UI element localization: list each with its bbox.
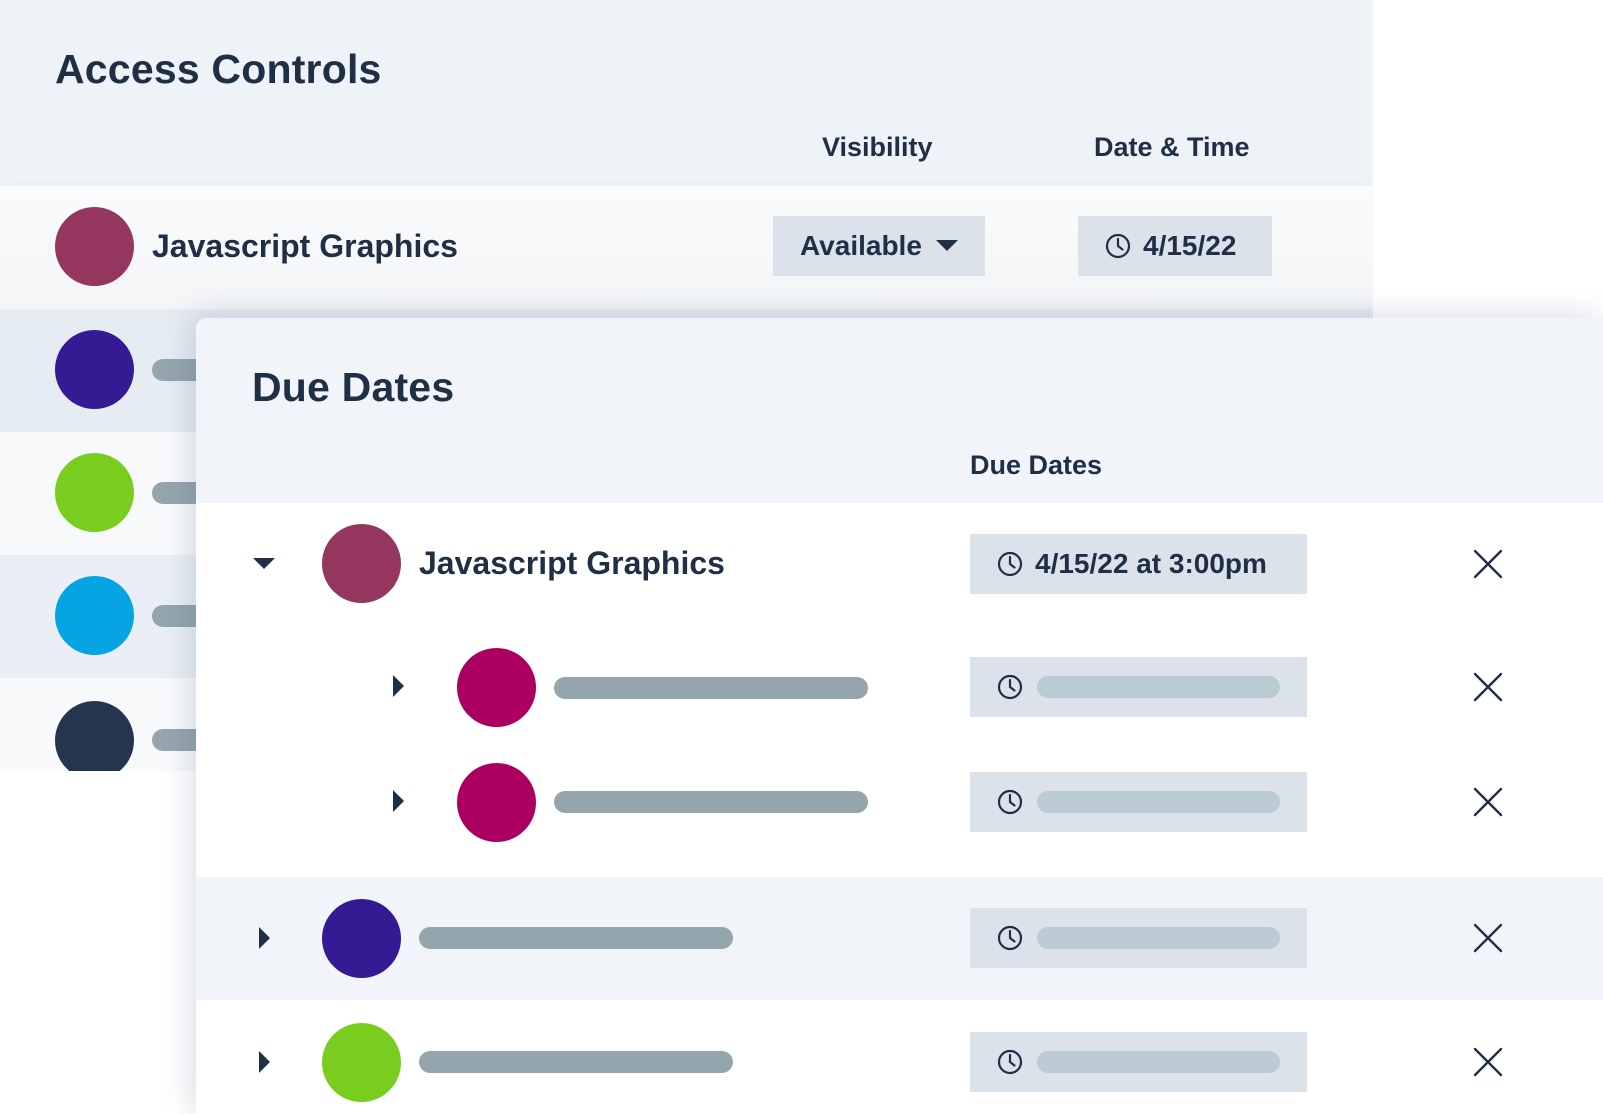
avatar	[457, 648, 536, 727]
due-row[interactable]	[196, 877, 1603, 1000]
avatar	[55, 207, 134, 286]
date-value: 4/15/22	[1143, 230, 1237, 261]
expanded-group: Javascript Graphics 4/15/22 at 3:00pm	[196, 503, 1603, 877]
placeholder-bar	[554, 677, 868, 699]
placeholder-bar	[419, 927, 733, 949]
close-icon[interactable]	[1473, 923, 1503, 953]
clock-icon	[997, 674, 1023, 700]
close-icon[interactable]	[1473, 787, 1503, 817]
placeholder-bar	[1037, 676, 1280, 698]
clock-icon	[997, 789, 1023, 815]
date-time-picker[interactable]: 4/15/22	[1078, 216, 1272, 276]
visibility-column-header: Visibility	[822, 132, 933, 162]
avatar	[322, 524, 401, 603]
due-dates-panel: Due Dates Due Dates Javascript Graphics …	[196, 318, 1603, 1114]
placeholder-bar	[1037, 1051, 1280, 1073]
clock-icon	[997, 551, 1023, 577]
avatar	[322, 899, 401, 978]
caret-right-icon[interactable]	[393, 675, 405, 697]
caret-right-icon[interactable]	[259, 927, 271, 949]
due-date-picker[interactable]	[970, 908, 1307, 968]
caret-right-icon[interactable]	[393, 790, 405, 812]
due-dates-title: Due Dates	[252, 364, 455, 410]
avatar	[322, 1023, 401, 1102]
close-icon[interactable]	[1473, 549, 1503, 579]
due-date-picker[interactable]	[970, 1032, 1307, 1092]
clock-icon	[1105, 233, 1131, 259]
row-name: Javascript Graphics	[419, 545, 725, 581]
due-dates-column-header: Due Dates	[970, 450, 1103, 480]
access-controls-title: Access Controls	[55, 46, 382, 92]
access-row[interactable]: Javascript Graphics Available 4/15/22	[0, 186, 1373, 309]
avatar	[55, 576, 134, 655]
date-time-column-header: Date & Time	[1094, 132, 1250, 162]
placeholder-bar	[1037, 791, 1280, 813]
due-row[interactable]	[196, 1000, 1603, 1114]
due-date-picker[interactable]	[970, 657, 1307, 717]
row-name: Javascript Graphics	[152, 228, 458, 264]
avatar	[55, 330, 134, 409]
placeholder-bar	[419, 1051, 733, 1073]
placeholder-bar	[1037, 927, 1280, 949]
avatar	[55, 701, 134, 771]
placeholder-bar	[554, 791, 868, 813]
due-date-picker[interactable]: 4/15/22 at 3:00pm	[970, 534, 1307, 594]
visibility-dropdown[interactable]: Available	[773, 216, 985, 276]
close-icon[interactable]	[1473, 1047, 1503, 1077]
avatar	[457, 763, 536, 842]
caret-down-icon[interactable]	[253, 558, 275, 570]
visibility-value: Available	[800, 230, 922, 261]
close-icon[interactable]	[1473, 672, 1503, 702]
clock-icon	[997, 925, 1023, 951]
clock-icon	[997, 1049, 1023, 1075]
caret-right-icon[interactable]	[259, 1051, 271, 1073]
due-date-picker[interactable]	[970, 772, 1307, 832]
avatar	[55, 453, 134, 532]
dropdown-arrow-icon	[935, 240, 958, 251]
due-date-value: 4/15/22 at 3:00pm	[1035, 548, 1267, 579]
